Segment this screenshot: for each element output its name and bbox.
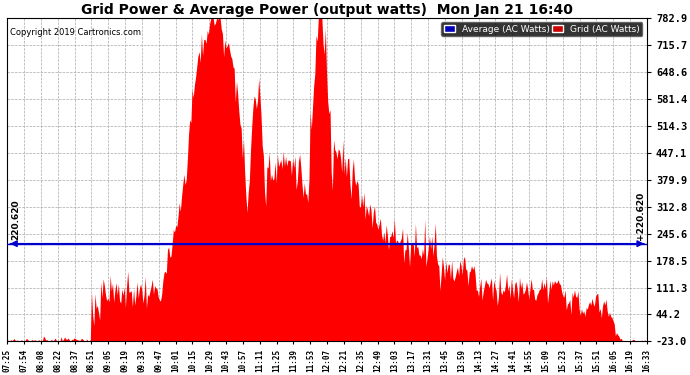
Text: +220.620: +220.620 bbox=[635, 192, 644, 240]
Legend: Average (AC Watts), Grid (AC Watts): Average (AC Watts), Grid (AC Watts) bbox=[442, 22, 642, 36]
Text: Copyright 2019 Cartronics.com: Copyright 2019 Cartronics.com bbox=[10, 28, 141, 37]
Title: Grid Power & Average Power (output watts)  Mon Jan 21 16:40: Grid Power & Average Power (output watts… bbox=[81, 3, 573, 17]
Text: 220.620: 220.620 bbox=[11, 200, 20, 240]
